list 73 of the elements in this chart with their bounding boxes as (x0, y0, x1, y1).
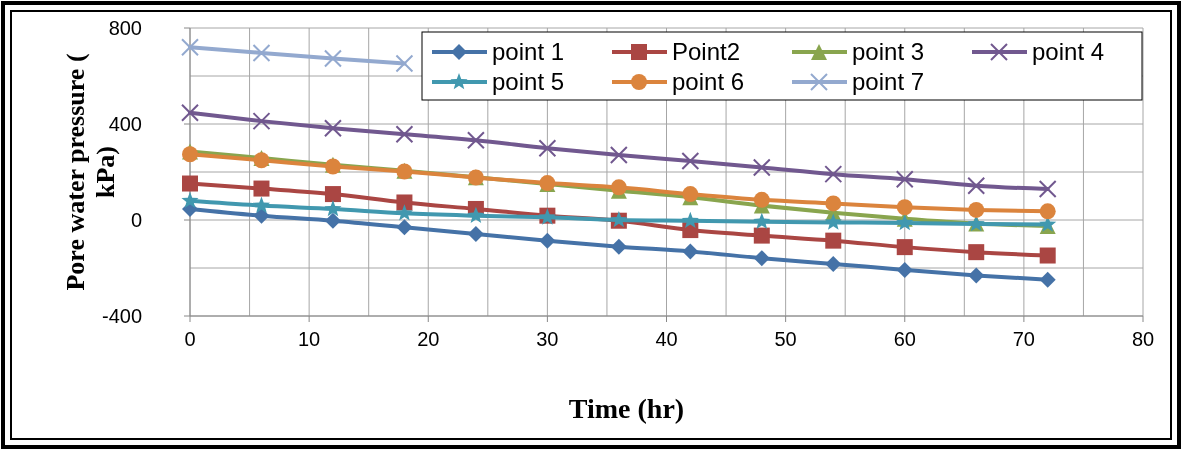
point (538, 139, 557, 158)
point (1038, 180, 1057, 199)
point (681, 211, 699, 228)
point (896, 213, 914, 231)
point (825, 255, 842, 272)
point (753, 212, 771, 229)
point (968, 201, 985, 218)
legend-label: point 1 (492, 38, 565, 65)
point (1039, 247, 1056, 264)
x-tick-label: 10 (298, 328, 321, 350)
point (396, 194, 413, 211)
point (252, 43, 271, 62)
point (610, 238, 627, 255)
x-tick-label: 80 (1131, 328, 1155, 350)
x-tick-label: 60 (893, 328, 916, 350)
point (1039, 203, 1056, 220)
point (824, 213, 842, 230)
point (395, 125, 414, 144)
point (181, 103, 199, 122)
point (1039, 271, 1056, 288)
point (252, 112, 271, 131)
point (539, 232, 556, 249)
point (824, 165, 843, 184)
point (466, 131, 485, 150)
point (182, 175, 198, 192)
point (253, 207, 270, 224)
legend-label: point 7 (852, 68, 925, 95)
point (467, 225, 484, 242)
point (896, 199, 913, 216)
x-tick-label: 30 (536, 328, 559, 350)
x-tick-label: 40 (655, 328, 678, 350)
point (396, 219, 413, 236)
legend-label: point 3 (852, 38, 925, 65)
point (967, 176, 986, 195)
x-tick-label: 20 (417, 328, 440, 350)
y-tick-label: 0 (130, 209, 142, 231)
point (324, 186, 341, 203)
point (181, 38, 199, 57)
point (323, 119, 342, 138)
legend-label: Point2 (672, 38, 741, 65)
point (395, 204, 413, 221)
point (609, 145, 628, 164)
x-tick-label: 50 (774, 328, 797, 350)
point (753, 250, 770, 267)
point (825, 232, 842, 249)
y-tick-label: -400 (101, 305, 142, 327)
y-tick-label: 400 (108, 113, 142, 135)
point (467, 206, 485, 223)
x-axis-title: Time (hr) (568, 393, 685, 424)
point (681, 151, 700, 170)
x-tick-label: 70 (1012, 328, 1035, 350)
point (753, 191, 770, 208)
point (324, 199, 342, 217)
point (323, 49, 342, 68)
point (825, 195, 842, 212)
x-tick-label: 0 (184, 328, 196, 350)
point (753, 227, 770, 244)
point (252, 196, 271, 213)
legend-label: point 6 (672, 68, 745, 95)
legend-label: point 4 (1032, 38, 1105, 65)
point (253, 180, 270, 197)
point (752, 158, 771, 177)
point (896, 261, 913, 278)
legend-label: point 5 (492, 68, 565, 95)
point (682, 243, 699, 260)
point (968, 244, 985, 261)
point (968, 267, 985, 284)
point (181, 191, 199, 209)
point (895, 170, 914, 189)
point (395, 54, 414, 73)
point (896, 239, 913, 256)
y-tick-label: 800 (108, 17, 142, 39)
point (324, 212, 341, 229)
